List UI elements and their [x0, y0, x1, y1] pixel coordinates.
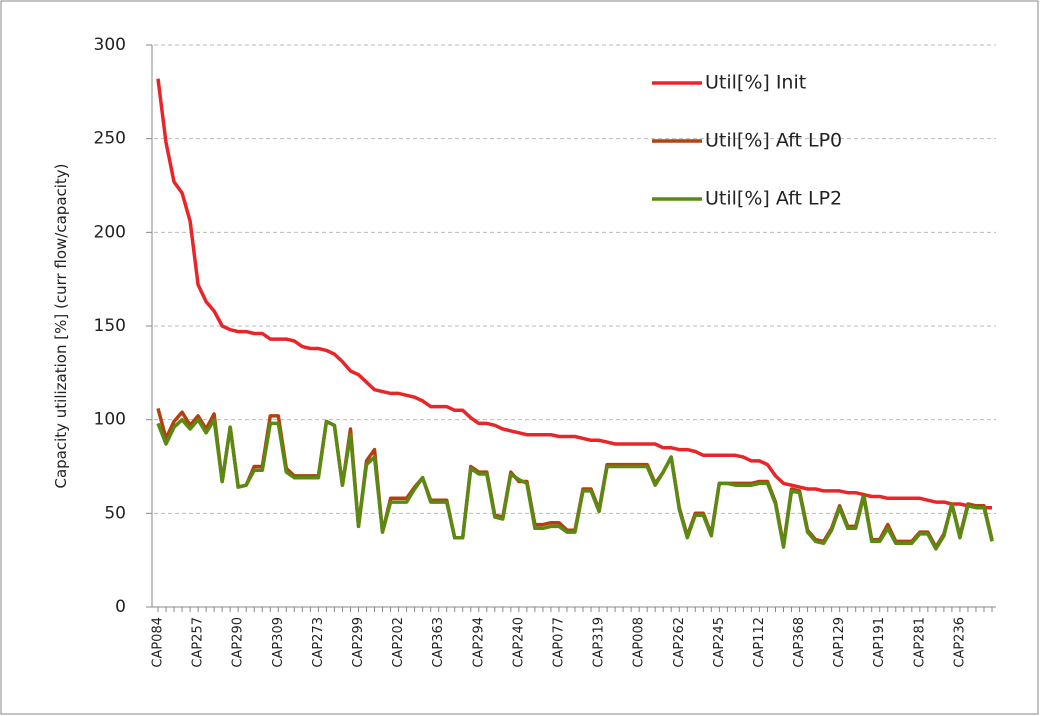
- series-line: [156, 78, 992, 510]
- x-tick-label: CAP273: [311, 617, 326, 668]
- y-tick-label: 100: [94, 410, 126, 430]
- x-tick-label: CAP290: [231, 617, 246, 668]
- y-tick-label: 50: [104, 503, 126, 523]
- x-tick-label: CAP112: [752, 617, 767, 668]
- x-tick-label: CAP240: [511, 617, 526, 668]
- x-tick-label: CAP319: [592, 617, 607, 668]
- x-tick-label: CAP363: [431, 617, 446, 668]
- x-tick-label: CAP191: [872, 617, 887, 668]
- x-tick-label: CAP084: [151, 617, 166, 668]
- x-tick-label: CAP236: [952, 617, 967, 668]
- y-axis-label: Capacity utilization [%] (curr flow/capa…: [52, 163, 70, 488]
- x-tick-label: CAP294: [471, 617, 486, 668]
- legend-label: Util[%] Aft LP0: [705, 130, 842, 152]
- x-tick-label: CAP368: [792, 617, 807, 668]
- y-tick-label: 250: [94, 129, 126, 149]
- x-tick-label: CAP202: [391, 617, 406, 668]
- x-tick-label: CAP008: [632, 617, 647, 668]
- x-tick-label: CAP309: [271, 617, 286, 668]
- x-tick-label: CAP129: [832, 617, 847, 668]
- legend-label: Util[%] Init: [705, 72, 806, 94]
- legend-label: Util[%] Aft LP2: [705, 188, 842, 210]
- x-tick-label: CAP299: [351, 617, 366, 668]
- series-line: [156, 417, 994, 551]
- x-tick-label: CAP077: [551, 617, 566, 668]
- y-tick-label: 200: [94, 222, 126, 242]
- x-tick-label: CAP281: [912, 617, 927, 668]
- y-tick-label: 150: [94, 316, 126, 336]
- x-tick-label: CAP262: [672, 617, 687, 668]
- y-tick-label: 300: [94, 35, 126, 55]
- x-tick-label: CAP245: [712, 617, 727, 668]
- y-tick-label: 0: [115, 597, 126, 617]
- x-tick-label: CAP257: [191, 617, 206, 668]
